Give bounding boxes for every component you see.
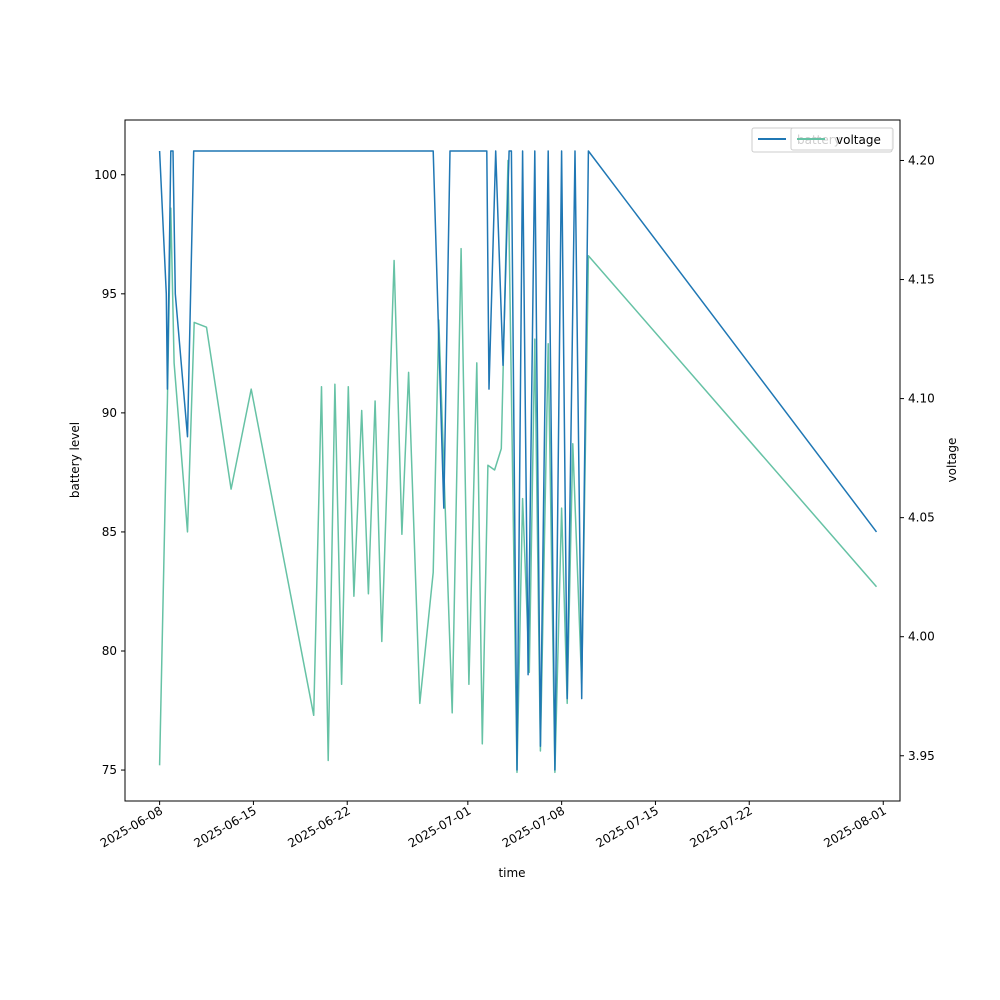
y-left-tick-label: 75 bbox=[102, 763, 117, 777]
legend-label-voltage: voltage bbox=[836, 133, 881, 147]
y-left-tick-label: 85 bbox=[102, 525, 117, 539]
y-left-tick-label: 95 bbox=[102, 287, 117, 301]
y-right-tick-label: 4.00 bbox=[908, 630, 935, 644]
legend-right-box bbox=[790, 127, 894, 151]
y-right-tick-label: 4.20 bbox=[908, 153, 935, 167]
y-axis-right-label: voltage bbox=[945, 438, 959, 483]
series-line-voltage bbox=[158, 159, 878, 774]
y-right-tick-label: 3.95 bbox=[908, 749, 935, 763]
y-axis-right: 3.95 4.00 4.05 4.10 4.15 4.20 bbox=[900, 153, 935, 763]
y-left-tick-label: 80 bbox=[102, 644, 117, 658]
y-axis-left-label: battery level bbox=[68, 422, 82, 498]
y-right-tick-label: 4.05 bbox=[908, 511, 935, 525]
y-right-tick-label: 4.15 bbox=[908, 273, 935, 287]
y-right-tick-label: 4.10 bbox=[908, 392, 935, 406]
series-lines bbox=[158, 150, 878, 774]
y-axis-left: 75 80 85 90 95 100 bbox=[94, 168, 125, 777]
y-left-tick-label: 100 bbox=[94, 168, 117, 182]
plot-frame bbox=[124, 119, 901, 802]
legend-right: voltage bbox=[790, 127, 894, 151]
y-left-tick-label: 90 bbox=[102, 406, 117, 420]
series-line-battery bbox=[158, 150, 878, 771]
x-axis-label: time bbox=[498, 866, 525, 880]
